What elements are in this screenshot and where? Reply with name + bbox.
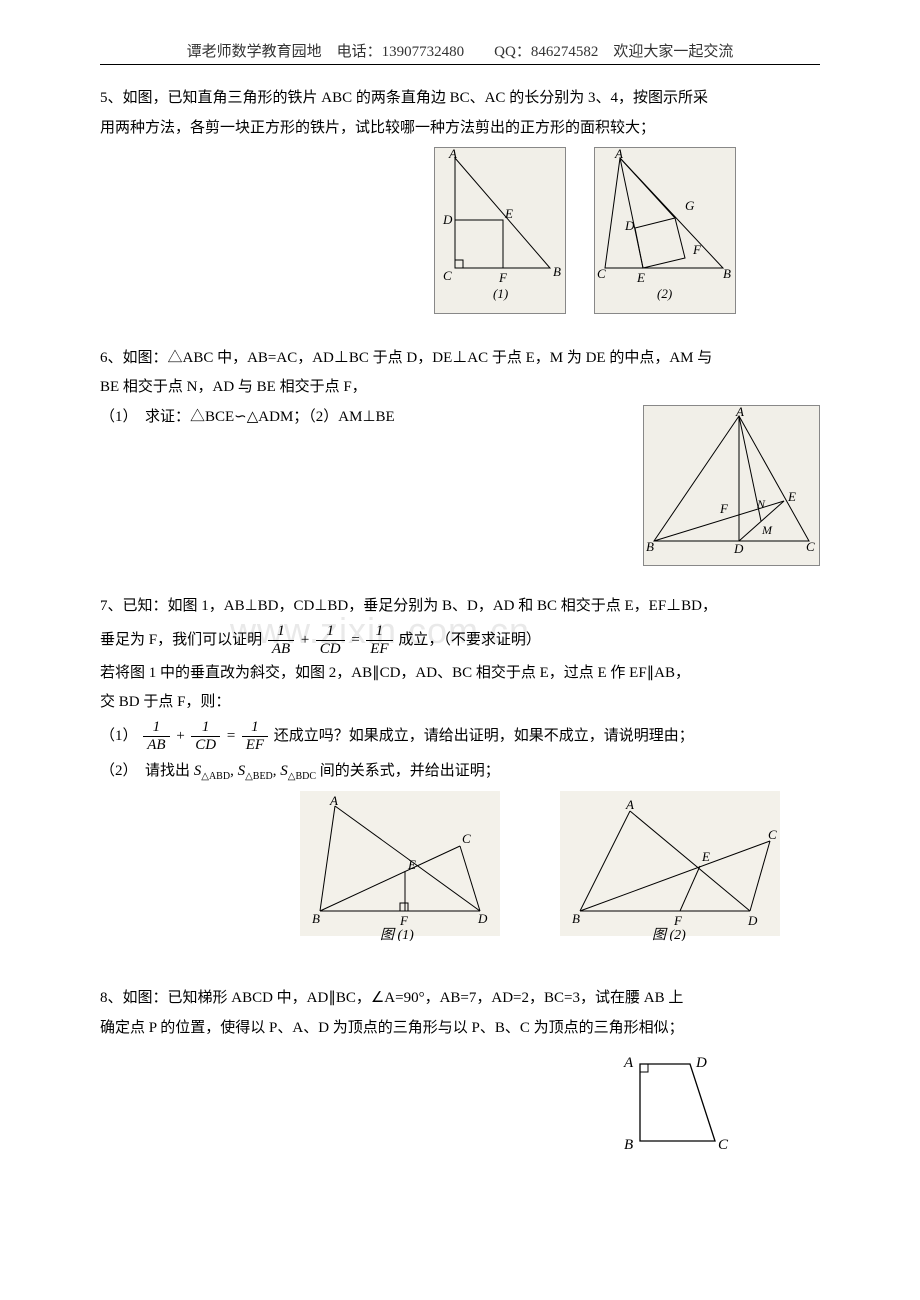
svg-text:C: C <box>443 268 452 283</box>
svg-text:A: A <box>448 148 457 161</box>
q7-fig1: A C E B F D 图 (1) <box>300 791 500 951</box>
q6-line1: 6、如图：△ABC 中，AB=AC，AD⊥BC 于点 D，DE⊥AC 于点 E，… <box>100 346 820 372</box>
q6-line3: （1） 求证：△BCE∽△ADM；（2）AM⊥BE <box>100 405 623 563</box>
svg-text:E: E <box>504 206 513 221</box>
svg-text:B: B <box>646 539 654 554</box>
svg-text:D: D <box>747 913 758 928</box>
q7-line2a: 垂足为 F，我们可以证明 <box>100 631 262 647</box>
q5-line2: 用两种方法，各剪一块正方形的铁片，试比较哪一种方法剪出的正方形的面积较大； <box>100 116 820 142</box>
svg-text:C: C <box>597 266 606 281</box>
svg-text:E: E <box>636 270 645 285</box>
svg-text:D: D <box>477 911 488 926</box>
q7-line2: 垂足为 F，我们可以证明 1AB + 1CD = 1EF 成立，（不要求证明） <box>100 624 820 657</box>
svg-text:C: C <box>462 831 471 846</box>
svg-text:(1): (1) <box>493 286 508 301</box>
q7-line4: 交 BD 于点 F，则： <box>100 690 820 716</box>
q5-figures: A D E C F B (1) A G D F C E <box>350 147 820 314</box>
svg-text:G: G <box>685 198 695 213</box>
svg-text:E: E <box>407 857 416 872</box>
svg-text:B: B <box>553 264 561 279</box>
q7-fig2: A C E B F D 图 (2) <box>560 791 780 951</box>
q7-line5a: （1） <box>100 727 138 743</box>
q7-line6b: 间的关系式，并给出证明； <box>320 763 500 779</box>
content-area: 5、如图，已知直角三角形的铁片 ABC 的两条直角边 BC、AC 的长分别为 3… <box>100 86 820 1159</box>
svg-text:D: D <box>442 212 453 227</box>
header-rule <box>100 64 820 65</box>
q8-fig: A D B C <box>610 1049 740 1159</box>
q7-line6a: （2） 请找出 <box>100 763 190 779</box>
q7-line3: 若将图 1 中的垂直改为斜交，如图 2，AB∥CD，AD、BC 相交于点 E，过… <box>100 661 820 687</box>
svg-text:E: E <box>787 489 796 504</box>
q8-line2: 确定点 P 的位置，使得以 P、A、D 为顶点的三角形与以 P、B、C 为顶点的… <box>100 1016 820 1042</box>
q5-fig1: A D E C F B (1) <box>434 147 566 314</box>
svg-text:A: A <box>614 148 623 161</box>
q8-line1: 8、如图：已知梯形 ABCD 中，AD∥BC，∠A=90°，AB=7，AD=2，… <box>100 986 820 1012</box>
svg-text:A: A <box>625 797 634 812</box>
q7-line5: （1） 1AB + 1CD = 1EF 还成立吗？如果成立，请给出证明，如果不成… <box>100 720 820 753</box>
svg-text:F: F <box>673 913 683 928</box>
svg-text:M: M <box>761 523 773 537</box>
svg-text:F: F <box>719 501 729 516</box>
svg-text:图 (1): 图 (1) <box>380 927 414 941</box>
frac-1ef: 1EF <box>366 624 392 657</box>
svg-text:F: F <box>692 242 702 257</box>
svg-text:F: F <box>498 270 508 285</box>
svg-text:A: A <box>623 1055 634 1071</box>
svg-text:C: C <box>718 1137 729 1153</box>
svg-text:B: B <box>624 1137 633 1153</box>
svg-text:E: E <box>701 849 710 864</box>
svg-text:A: A <box>735 406 744 419</box>
q7-figures: A C E B F D 图 (1) A C E B <box>260 791 820 951</box>
svg-text:D: D <box>624 218 635 233</box>
svg-text:D: D <box>733 541 744 556</box>
svg-text:B: B <box>312 911 320 926</box>
q5-fig2: A G D F C E B (2) <box>594 147 736 314</box>
q6-fig: A B C D E F M N <box>643 405 820 567</box>
svg-text:图 (2): 图 (2) <box>652 927 686 941</box>
q7-line5b: 还成立吗？如果成立，请给出证明，如果不成立，请说明理由； <box>274 727 694 743</box>
svg-text:(2): (2) <box>657 286 672 301</box>
svg-text:B: B <box>572 911 580 926</box>
q7-line2b: 成立，（不要求证明） <box>398 631 541 647</box>
q8-fig-wrap: A D B C <box>100 1049 820 1159</box>
q7-line1: 7、已知：如图 1，AB⊥BD，CD⊥BD，垂足分别为 B、D，AD 和 BC … <box>100 594 820 620</box>
svg-text:A: A <box>329 793 338 808</box>
q7-line6: （2） 请找出 S△ABD, S△BED, S△BDC 间的关系式，并给出证明； <box>100 759 820 785</box>
page-header: 谭老师数学教育园地 电话：13907732480 QQ：846274582 欢迎… <box>0 40 920 61</box>
svg-text:C: C <box>768 827 777 842</box>
svg-text:C: C <box>806 539 815 554</box>
frac-1ab: 1AB <box>268 624 294 657</box>
svg-text:N: N <box>756 497 766 511</box>
frac-1cd: 1CD <box>316 624 345 657</box>
q5-line1: 5、如图，已知直角三角形的铁片 ABC 的两条直角边 BC、AC 的长分别为 3… <box>100 86 820 112</box>
svg-text:F: F <box>399 913 409 928</box>
svg-text:B: B <box>723 266 731 281</box>
q6-line2: BE 相交于点 N，AD 与 BE 相交于点 F， <box>100 375 820 401</box>
svg-text:D: D <box>695 1055 707 1071</box>
